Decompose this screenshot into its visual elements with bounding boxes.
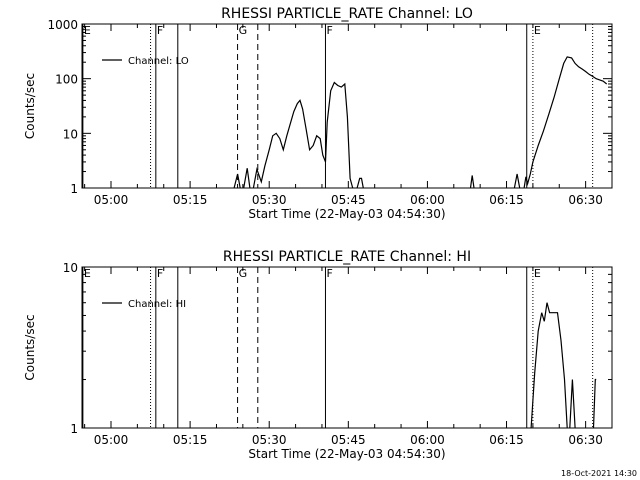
event-marker-label: F: [157, 24, 163, 37]
y-axis-label: Counts/sec: [23, 73, 37, 139]
series-line-segment: [513, 173, 521, 189]
series-line-segment: [252, 81, 354, 189]
chart-panel-1: RHESSI PARTICLE_RATE Channel: LO Start Ti…: [23, 6, 613, 221]
x-axis-label: Start Time (22-May-03 04:54:30): [248, 207, 445, 221]
x-tick-label: 05:15: [173, 433, 208, 447]
x-tick-label: 05:30: [252, 193, 287, 207]
x-tick-label: 06:15: [489, 193, 524, 207]
x-tick-label: 06:30: [568, 433, 603, 447]
y-axis-label: Counts/sec: [23, 314, 37, 380]
y-tick-label: 1: [70, 422, 78, 436]
x-tick-label: 05:45: [331, 433, 366, 447]
event-marker-label: F: [157, 267, 163, 280]
y-axis-ticks: 1 10: [63, 261, 612, 436]
x-tick-label: 05:00: [94, 193, 129, 207]
x-tick-label: 05:30: [252, 433, 287, 447]
event-marker-label: F: [326, 267, 332, 280]
x-tick-label: 05:15: [173, 193, 208, 207]
event-marker-label: E: [84, 267, 91, 280]
y-tick-label: 1: [70, 182, 78, 196]
data-series: [233, 56, 608, 189]
series-line-segment: [530, 302, 568, 429]
event-marker-label: E: [534, 24, 541, 37]
x-tick-label: 06:30: [568, 193, 603, 207]
series-line-segment: [469, 175, 475, 189]
y-axis-ticks: 1 10 100 1000: [47, 18, 612, 196]
series-line-segment: [569, 379, 576, 429]
series-line-segment: [233, 173, 241, 189]
x-axis-ticks: 05:00 05:15 05:30 05:45 06:00 06:15 06:30: [84, 24, 613, 207]
event-marker-label: G: [239, 267, 248, 280]
y-tick-label: 10: [63, 127, 78, 141]
x-tick-label: 06:00: [410, 433, 445, 447]
event-marker-label: E: [534, 267, 541, 280]
series-line-segment: [592, 378, 597, 429]
plot-frame: [81, 266, 613, 429]
x-tick-label: 05:45: [331, 193, 366, 207]
series-line-segment: [356, 177, 364, 189]
series-line-segment: [243, 168, 251, 189]
x-tick-label: 05:00: [94, 433, 129, 447]
plot-frame: [81, 23, 613, 189]
chart-title: RHESSI PARTICLE_RATE Channel: HI: [223, 249, 471, 265]
chart-title: RHESSI PARTICLE_RATE Channel: LO: [221, 6, 473, 22]
event-marker-label: E: [84, 24, 91, 37]
x-axis-label: Start Time (22-May-03 04:54:30): [248, 447, 445, 461]
legend-label: Channel: HI: [128, 299, 186, 310]
legend: Channel: HI: [102, 299, 186, 310]
x-tick-label: 06:00: [410, 193, 445, 207]
x-tick-label: 06:15: [489, 433, 524, 447]
event-marker-label: G: [239, 24, 248, 37]
data-series: [530, 302, 597, 429]
y-tick-label: 10: [63, 261, 78, 275]
legend-label: Channel: LO: [128, 56, 189, 67]
event-marker-label: F: [326, 24, 332, 37]
y-tick-label: 1000: [47, 18, 78, 32]
chart-panel-2: RHESSI PARTICLE_RATE Channel: HI Start Ti…: [23, 249, 613, 461]
legend: Channel: LO: [102, 56, 189, 67]
x-axis-ticks: 05:00 05:15 05:30 05:45 06:00 06:15 06:30: [84, 267, 613, 447]
series-line-segment: [523, 56, 608, 189]
y-tick-label: 100: [55, 73, 78, 87]
